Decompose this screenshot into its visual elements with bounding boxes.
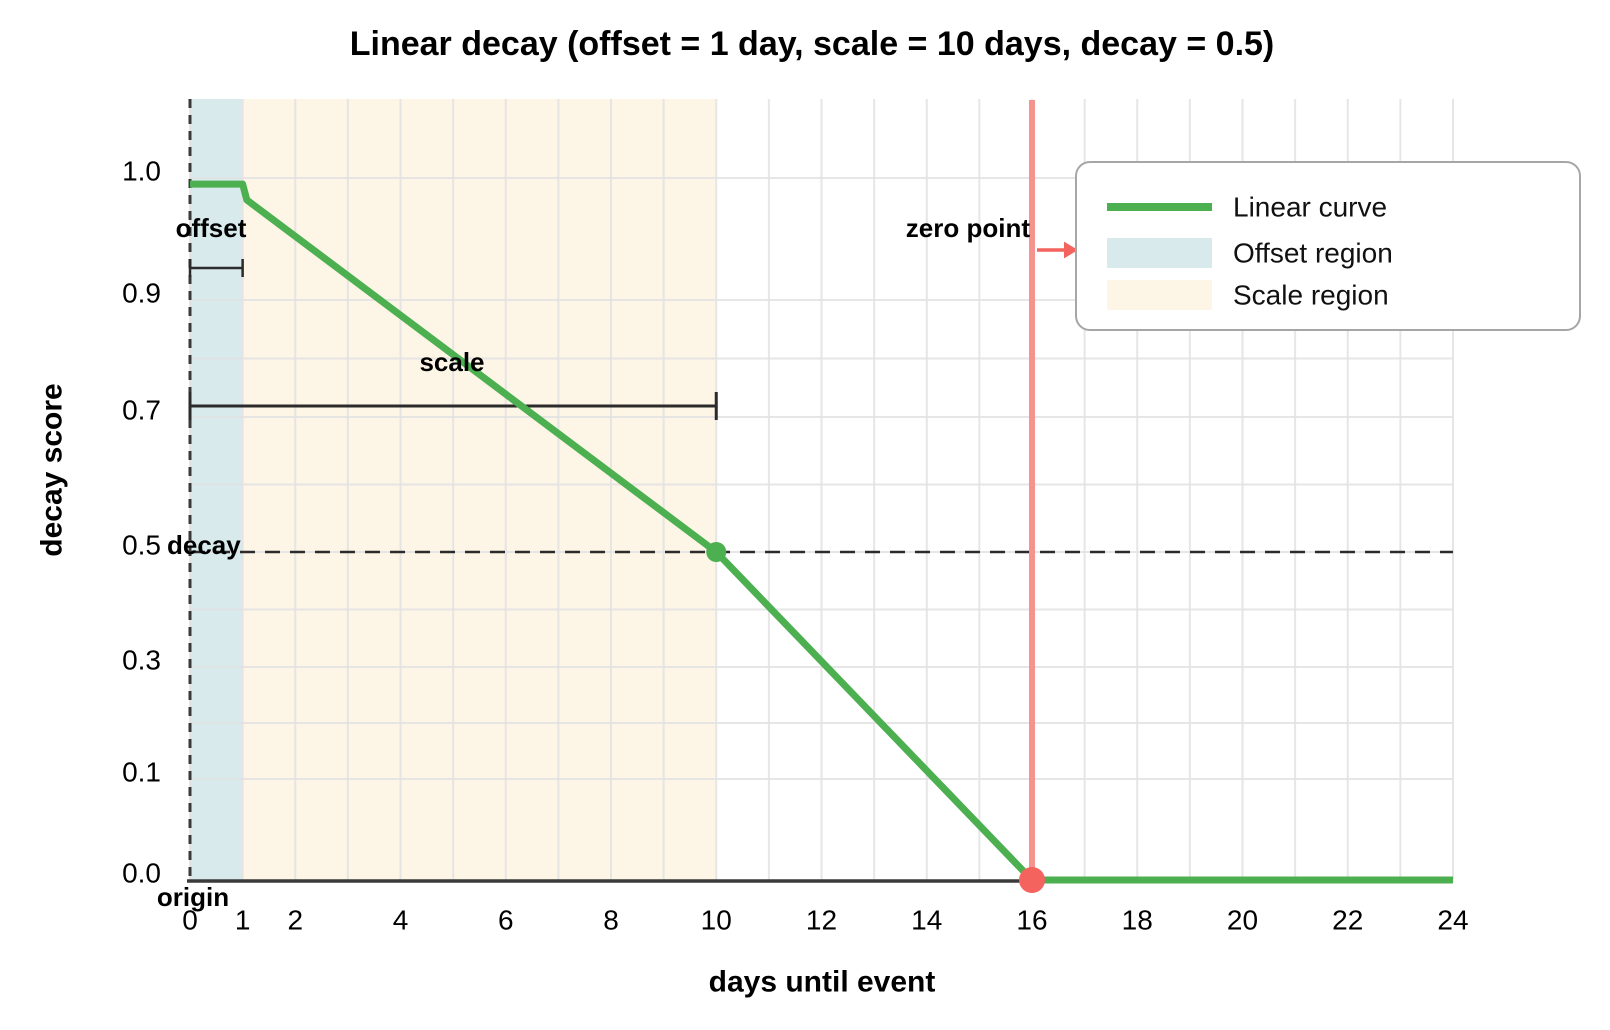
x-tick-label: 6 <box>498 905 514 936</box>
y-tick-label: 0.9 <box>122 278 161 309</box>
scale-label: scale <box>419 347 484 377</box>
zero-point-label: zero point <box>906 213 1031 243</box>
y-tick-label: 0.0 <box>122 858 161 889</box>
legend-swatch-rect <box>1107 238 1212 268</box>
x-tick-label: 14 <box>911 905 942 936</box>
zero-point-arrow-head <box>1064 241 1078 259</box>
y-tick-label: 0.1 <box>122 757 161 788</box>
origin-label: origin <box>157 882 229 912</box>
x-tick-label: 18 <box>1122 905 1153 936</box>
decay-label: decay <box>167 530 241 560</box>
x-tick-label: 4 <box>393 905 409 936</box>
x-tick-label: 2 <box>287 905 303 936</box>
legend-item-label: Offset region <box>1233 238 1393 269</box>
x-tick-label: 8 <box>603 905 619 936</box>
x-tick-label: 1 <box>235 905 251 936</box>
decay-point <box>706 542 727 562</box>
x-tick-label: 20 <box>1227 905 1258 936</box>
legend-item-label: Scale region <box>1233 280 1389 311</box>
linear-curve <box>190 180 1453 884</box>
y-axis-title: decay score <box>36 383 69 556</box>
y-tick-label: 0.3 <box>122 645 161 676</box>
legend-item-label: Linear curve <box>1233 192 1387 223</box>
y-tick-label: 0.5 <box>122 530 161 561</box>
x-axis-title: days until event <box>709 966 936 999</box>
x-tick-label: 12 <box>806 905 837 936</box>
y-tick-label: 0.7 <box>122 395 161 426</box>
chart-title: Linear decay (offset = 1 day, scale = 10… <box>350 25 1275 63</box>
offset-bracket <box>188 259 244 277</box>
x-tick-label: 16 <box>1016 905 1047 936</box>
scale-bracket <box>188 392 718 420</box>
zero-point-dot <box>1019 867 1045 893</box>
x-tick-label: 0 <box>182 905 198 936</box>
x-tick-label: 24 <box>1437 905 1468 936</box>
offset-label: offset <box>176 213 247 243</box>
x-tick-label: 22 <box>1332 905 1363 936</box>
scale-region-shade <box>242 99 717 881</box>
y-tick-label: 1.0 <box>122 156 161 187</box>
x-tick-label: 10 <box>701 905 732 936</box>
legend-swatch-rect <box>1107 280 1212 310</box>
offset-region-shade <box>190 99 243 881</box>
